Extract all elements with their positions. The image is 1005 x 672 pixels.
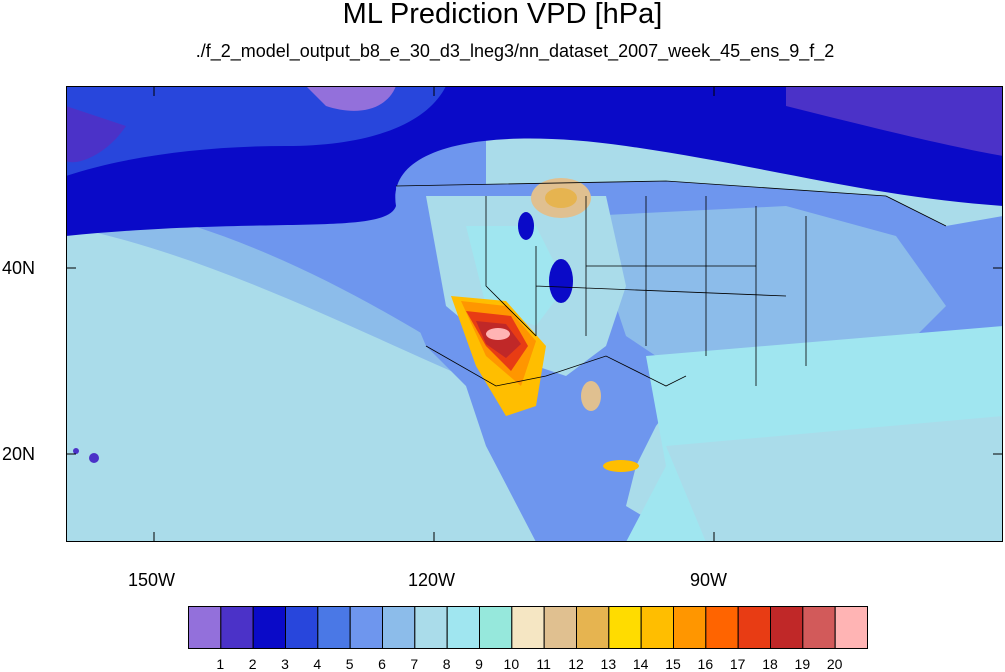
montana-hotspot-inner [545, 188, 577, 208]
x-tick-120w: 120W [408, 570, 456, 590]
y-tick-20n: 20N [2, 444, 36, 464]
colorbar [188, 606, 868, 649]
map-border [66, 86, 1003, 542]
colorbar-swatch [252, 606, 286, 649]
colorbar-label: 2 [248, 656, 257, 672]
colorbar-label: 11 [536, 656, 551, 672]
colorbar-label: 15 [665, 656, 681, 672]
borders [395, 180, 947, 387]
colorbar-label: 14 [632, 656, 649, 672]
wyoming-low [518, 212, 534, 240]
colorbar-label: 5 [345, 656, 354, 672]
colorbar-label: 4 [313, 656, 322, 672]
vpd-map [66, 86, 1003, 542]
colorbar-label: 6 [378, 656, 386, 672]
colorbar-swatch [382, 606, 416, 649]
colorbar-label: 8 [442, 656, 451, 672]
mexico-spot [603, 460, 639, 472]
colorbar-swatch [317, 606, 351, 649]
colorbar-swatch [640, 606, 674, 649]
colorbar-label: 19 [794, 656, 811, 672]
colorbar-swatch [511, 606, 545, 649]
colorbar-swatch [349, 606, 384, 649]
alaska-purple [306, 86, 396, 111]
colorbar-swatch [705, 606, 739, 649]
colorbar-label: 1 [216, 656, 225, 672]
hawaii-2 [73, 448, 79, 454]
colorbar-swatch [543, 606, 577, 649]
north-east-purple [786, 86, 1003, 156]
arctic-purple [66, 106, 126, 163]
colorbar-swatch [608, 606, 642, 649]
colorbar-label: 9 [475, 656, 483, 672]
colorbar-swatch [737, 606, 772, 649]
colorbar-label: 13 [600, 656, 617, 672]
map-title: ML Prediction VPD [hPa] [342, 0, 663, 30]
sw-peak [486, 328, 510, 340]
colorbar-swatch [285, 606, 319, 649]
colorbar-swatch [446, 606, 480, 649]
colorbar-label: 10 [503, 656, 520, 672]
colorbar-swatch [188, 606, 222, 649]
colorbar-swatch [673, 606, 707, 649]
x-tick-90w: 90W [690, 570, 728, 590]
colorbar-swatch [479, 606, 513, 649]
colorbar-label: 18 [762, 656, 778, 672]
x-tick-150w: 150W [128, 570, 176, 590]
tick-marks [66, 86, 1003, 542]
y-tick-40n: 40N [2, 258, 36, 278]
colorbar-swatch [220, 606, 254, 649]
utah-low [549, 259, 573, 303]
hawaii [89, 453, 99, 463]
colorbar-swatch [834, 606, 868, 649]
colorbar-label: 7 [410, 656, 419, 672]
colorbar-swatch [802, 606, 836, 649]
colorbar-swatch [414, 606, 448, 649]
colorbar-label: 20 [826, 656, 843, 672]
mexico-warm [581, 381, 601, 411]
colorbar-label: 12 [568, 656, 584, 672]
caribbean-light [666, 416, 1003, 542]
colorbar-label: 3 [281, 656, 289, 672]
colorbar-label: 16 [697, 656, 714, 672]
map-subtitle: ./f_2_model_output_b8_e_30_d3_lneg3/nn_d… [195, 41, 835, 61]
colorbar-swatch [770, 606, 804, 649]
colorbar-label: 17 [729, 656, 746, 672]
colorbar-swatch [576, 606, 610, 649]
